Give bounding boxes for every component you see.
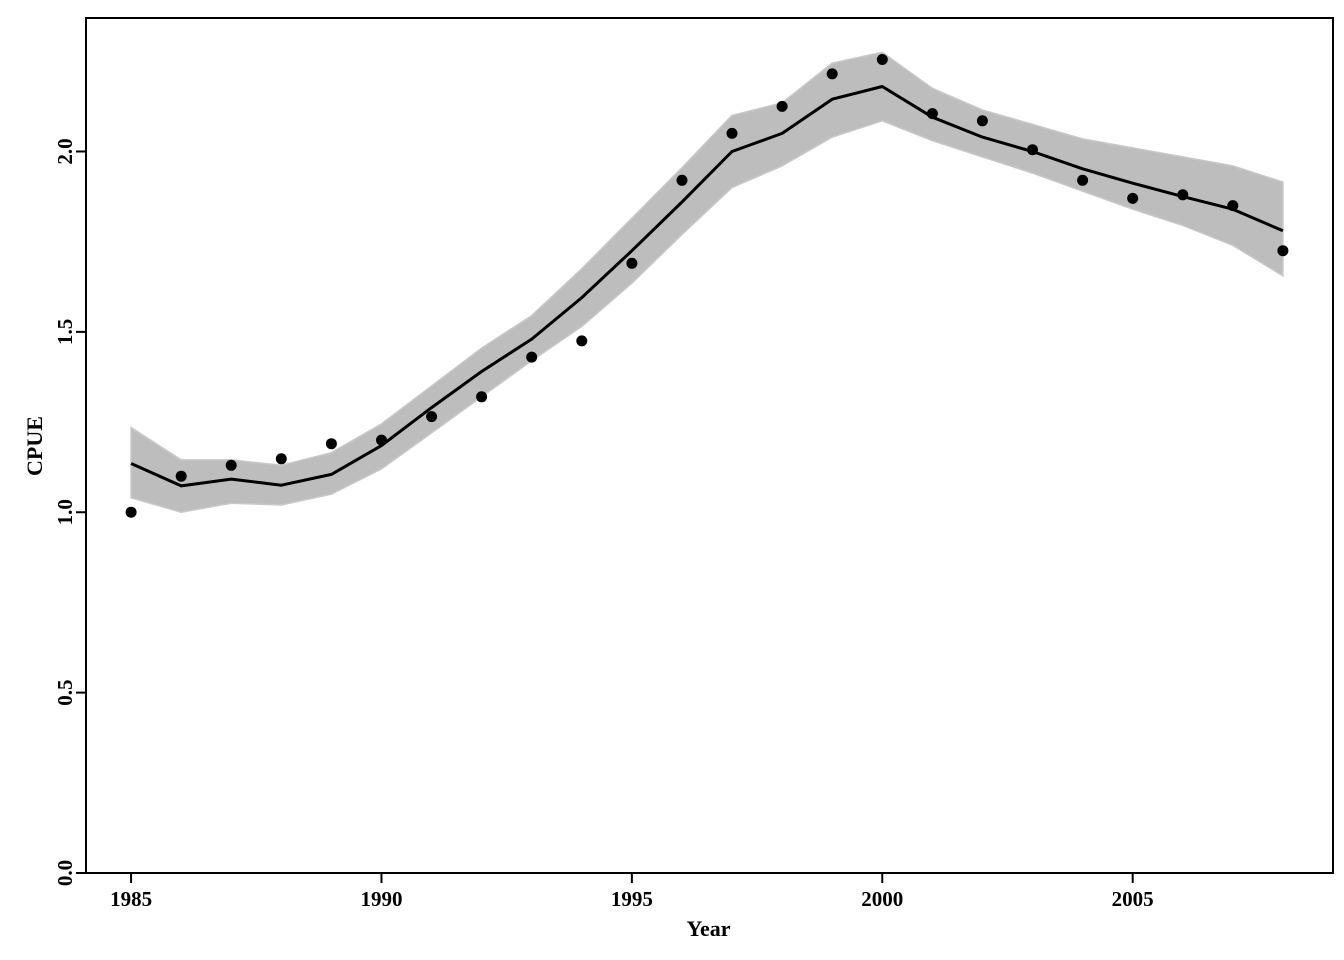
x-axis: 1985 1990 1995 2000 2005 xyxy=(110,872,1154,911)
observed-point-2004 xyxy=(1077,174,1089,186)
y-tick-label-2: 2.0 xyxy=(53,138,77,164)
x-tick-label-1995: 1995 xyxy=(611,887,653,911)
x-tick-label-2000: 2000 xyxy=(861,887,903,911)
observed-point-1998 xyxy=(776,100,788,112)
uncertainty-band xyxy=(130,51,1284,513)
x-tick-label-1985: 1985 xyxy=(110,887,152,911)
observed-point-2007 xyxy=(1227,200,1239,212)
uncertainty-band-layer xyxy=(130,51,1284,513)
y-tick-label-0: 0.0 xyxy=(53,860,77,886)
observed-point-1993 xyxy=(526,351,538,363)
observed-point-1999 xyxy=(826,68,838,80)
observed-point-2000 xyxy=(876,54,888,65)
observed-point-1996 xyxy=(676,174,688,186)
observed-point-2002 xyxy=(976,115,988,127)
observed-point-1987 xyxy=(225,459,237,471)
x-axis-title: Year xyxy=(687,916,731,941)
observed-point-1986 xyxy=(175,470,187,482)
observed-point-2006 xyxy=(1177,189,1189,201)
observed-point-2008 xyxy=(1277,245,1289,257)
observed-point-2003 xyxy=(1027,144,1038,156)
observed-point-1995 xyxy=(626,257,638,269)
fitted-line xyxy=(130,85,1284,488)
observed-point-1985 xyxy=(125,506,137,518)
y-axis-title: CPUE xyxy=(22,416,47,476)
y-tick-label-1.5: 1.5 xyxy=(53,319,77,345)
y-axis: 0.0 0.5 1.0 1.5 2.0 xyxy=(53,138,87,886)
x-tick-label-2005: 2005 xyxy=(1112,887,1154,911)
x-tick-label-1990: 1990 xyxy=(360,887,402,911)
y-tick-label-1: 1.0 xyxy=(53,499,77,525)
fitted-line-layer xyxy=(130,85,1284,488)
observed-point-1997 xyxy=(726,127,738,139)
observed-point-1994 xyxy=(576,335,588,347)
observed-point-1988 xyxy=(275,453,287,465)
observed-point-2005 xyxy=(1127,192,1139,204)
observed-point-1989 xyxy=(325,438,337,450)
observed-point-1991 xyxy=(426,411,438,423)
observed-point-2001 xyxy=(926,108,938,120)
observed-points-layer xyxy=(125,54,1289,518)
observed-point-1990 xyxy=(376,434,387,446)
observed-point-1992 xyxy=(476,391,488,403)
y-tick-label-0.5: 0.5 xyxy=(53,679,77,705)
